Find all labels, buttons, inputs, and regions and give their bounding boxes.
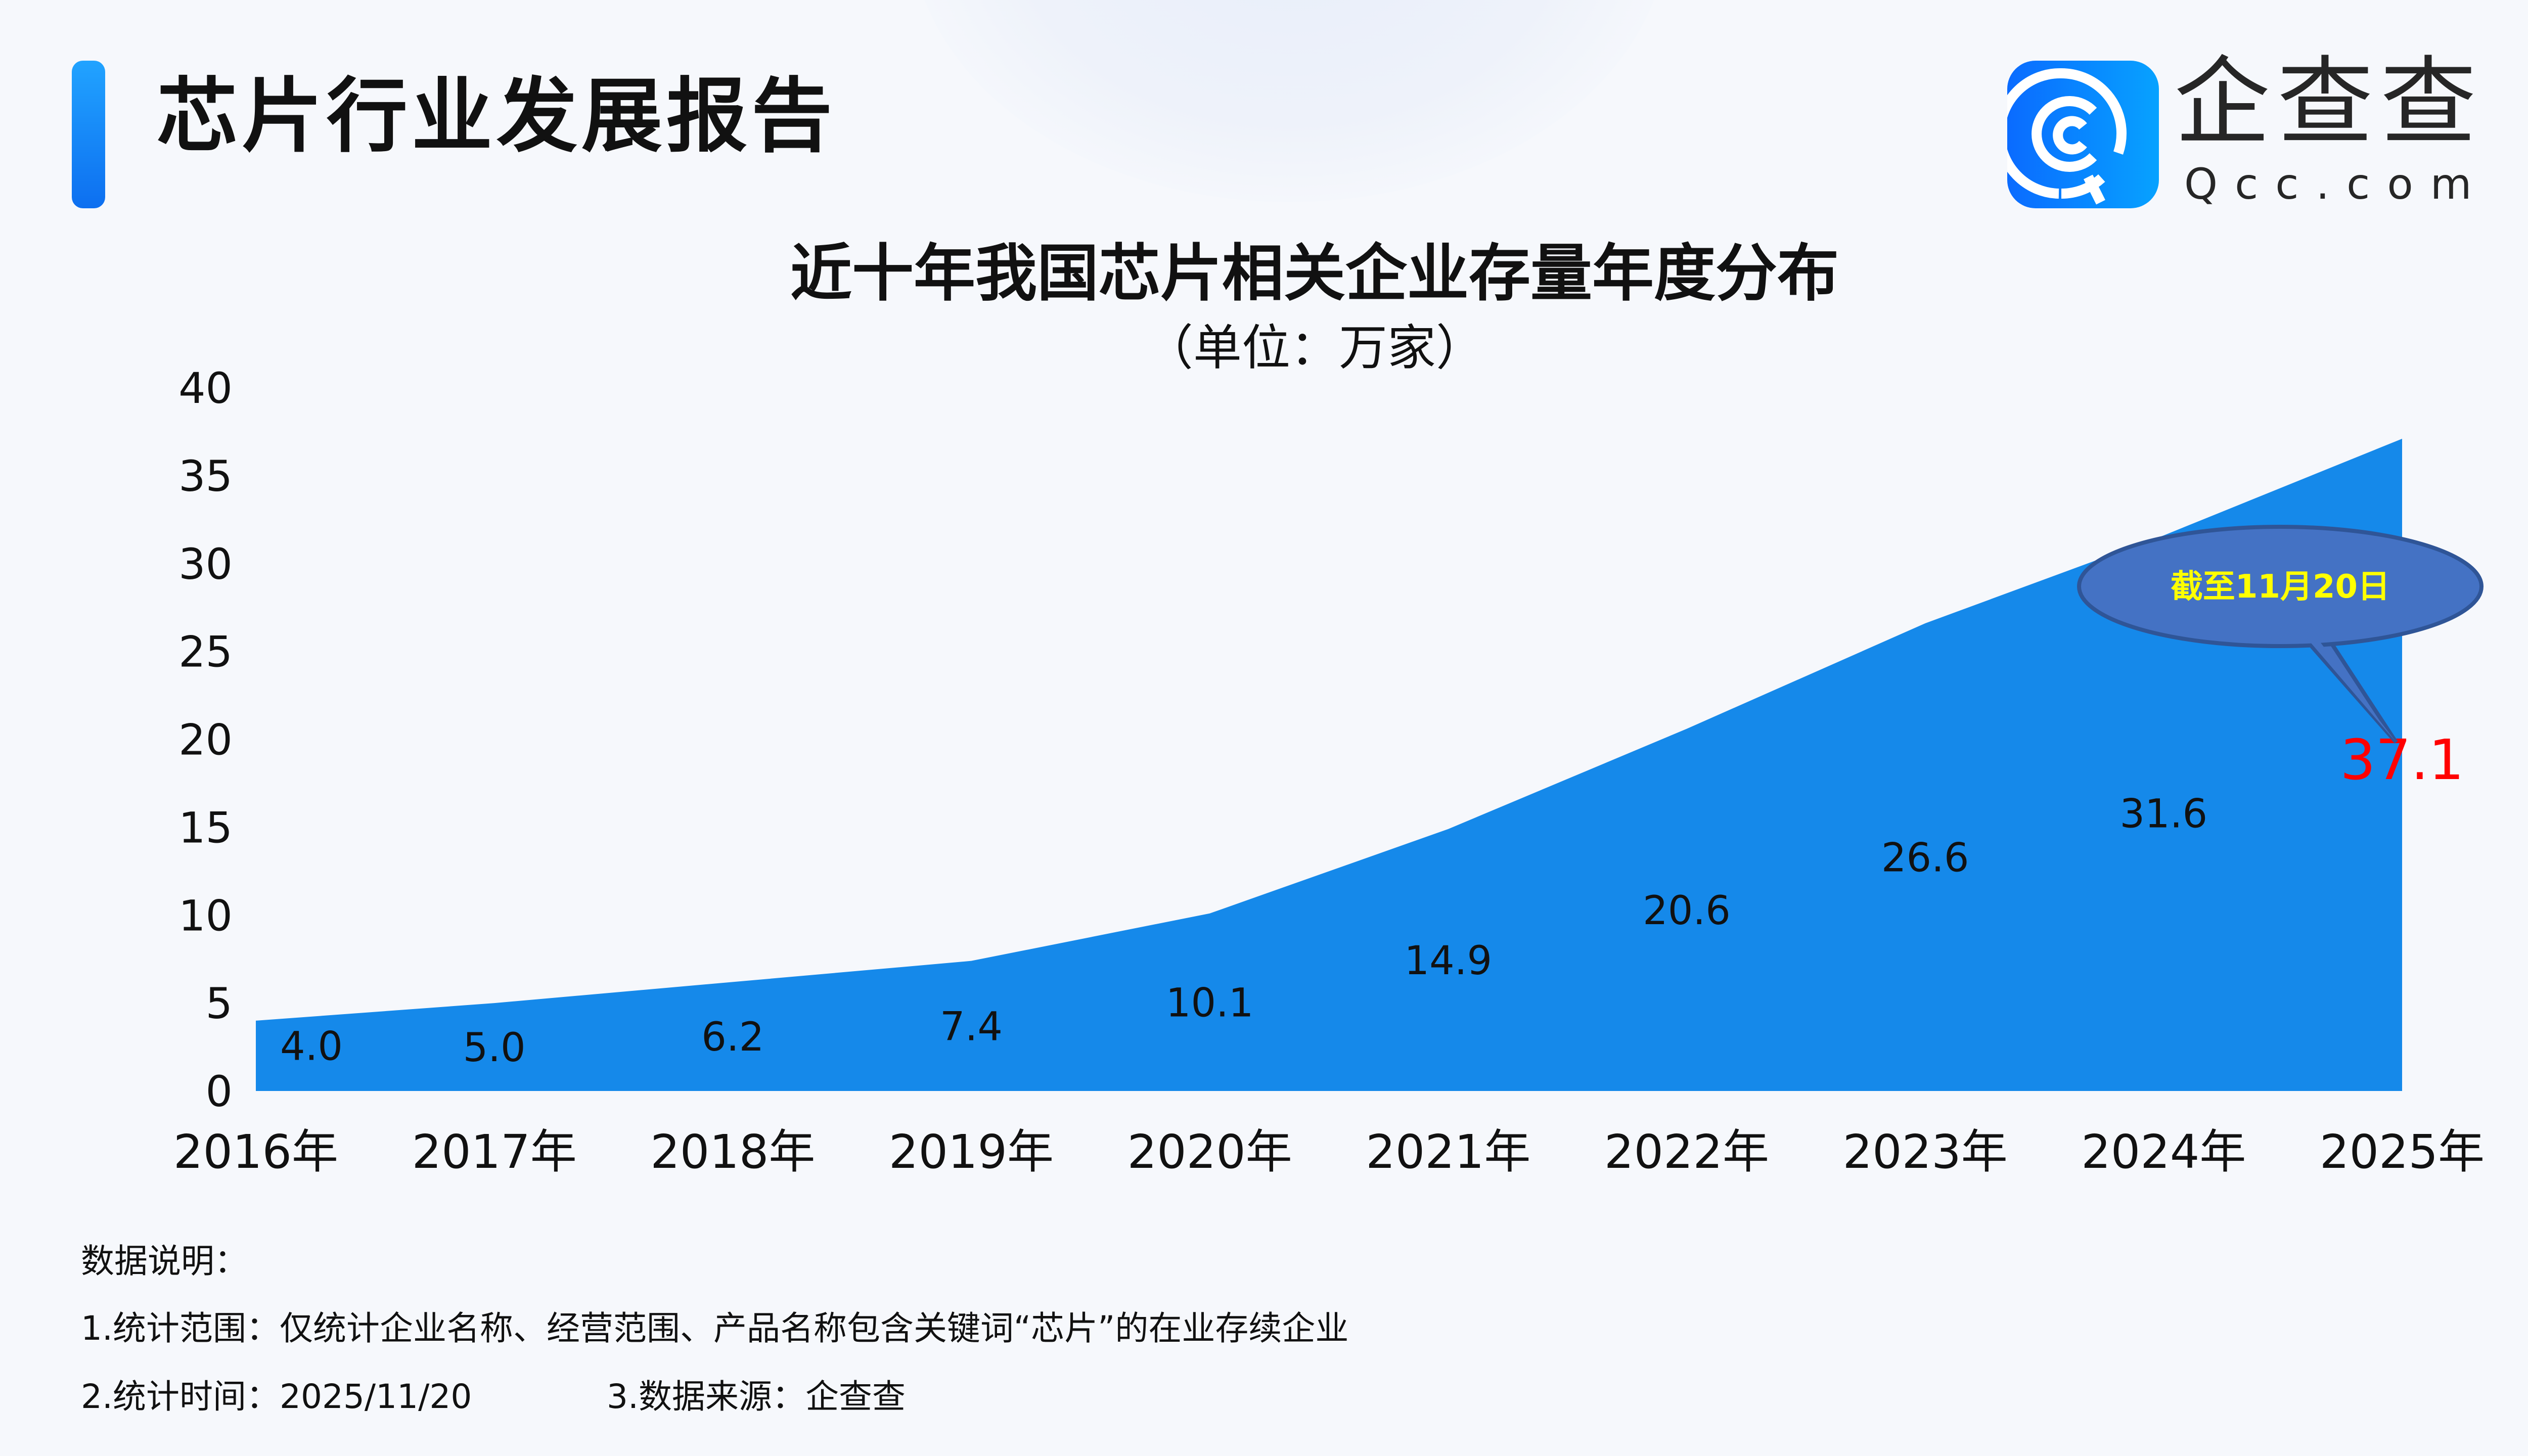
data-label: 10.1 (1166, 980, 1254, 1026)
qcc-logo-icon (2007, 61, 2159, 208)
x-tick-label: 2020年 (1127, 1125, 1292, 1179)
callout-bubble (2077, 525, 2484, 648)
notes-heading: 数据说明： (81, 1242, 248, 1281)
x-tick-label: 2024年 (2081, 1125, 2246, 1179)
x-tick-label: 2025年 (2320, 1125, 2485, 1179)
x-tick-label: 2017年 (412, 1125, 577, 1179)
y-tick-label: 35 (178, 451, 233, 501)
data-label: 14.9 (1404, 938, 1492, 984)
page-title: 芯片行业发展报告 (157, 69, 837, 163)
area-series (256, 438, 2402, 1091)
y-tick-label: 25 (178, 627, 233, 677)
y-tick-label: 5 (206, 979, 233, 1028)
title-accent-bar (72, 61, 105, 208)
callout-pointer-fill (2295, 623, 2396, 742)
x-tick-label: 2023年 (1843, 1125, 2008, 1179)
notes-line-2a: 2.统计时间：2025/11/20 (81, 1377, 472, 1416)
data-label: 7.4 (940, 1004, 1003, 1050)
logo-text-en: Qcc.com (2184, 159, 2489, 209)
x-tick-label: 2018年 (650, 1125, 815, 1179)
data-label: 6.2 (701, 1015, 764, 1060)
notes-line-1: 1.统计范围：仅统计企业名称、经营范围、产品名称包含关键词“芯片”的在业存续企业 (81, 1309, 1349, 1348)
y-tick-label: 15 (178, 803, 233, 852)
notes-line-2b: 3.数据来源：企查查 (607, 1377, 906, 1416)
y-tick-label: 30 (178, 539, 233, 589)
data-label: 4.0 (280, 1024, 343, 1069)
chart-title: 近十年我国芯片相关企业存量年度分布 (790, 238, 1839, 309)
x-tick-label: 2019年 (889, 1125, 1054, 1179)
x-tick-label: 2022年 (1604, 1125, 1769, 1179)
x-tick-label: 2021年 (1366, 1125, 1530, 1179)
data-label: 31.6 (2119, 792, 2207, 837)
data-label: 20.6 (1643, 888, 1731, 934)
data-label: 5.0 (463, 1025, 526, 1071)
y-tick-label: 40 (178, 363, 233, 413)
y-tick-label: 20 (178, 715, 233, 765)
y-tick-label: 10 (178, 891, 233, 940)
data-label: 37.1 (2340, 727, 2464, 792)
callout-text: 截至11月20日 (2171, 568, 2390, 606)
y-tick-label: 0 (206, 1067, 233, 1116)
logo-text-cn: 企查查 (2174, 47, 2484, 158)
chart-subtitle: （单位：万家） (1145, 320, 1484, 376)
x-tick-label: 2016年 (173, 1125, 338, 1179)
data-label: 26.6 (1881, 835, 1969, 881)
